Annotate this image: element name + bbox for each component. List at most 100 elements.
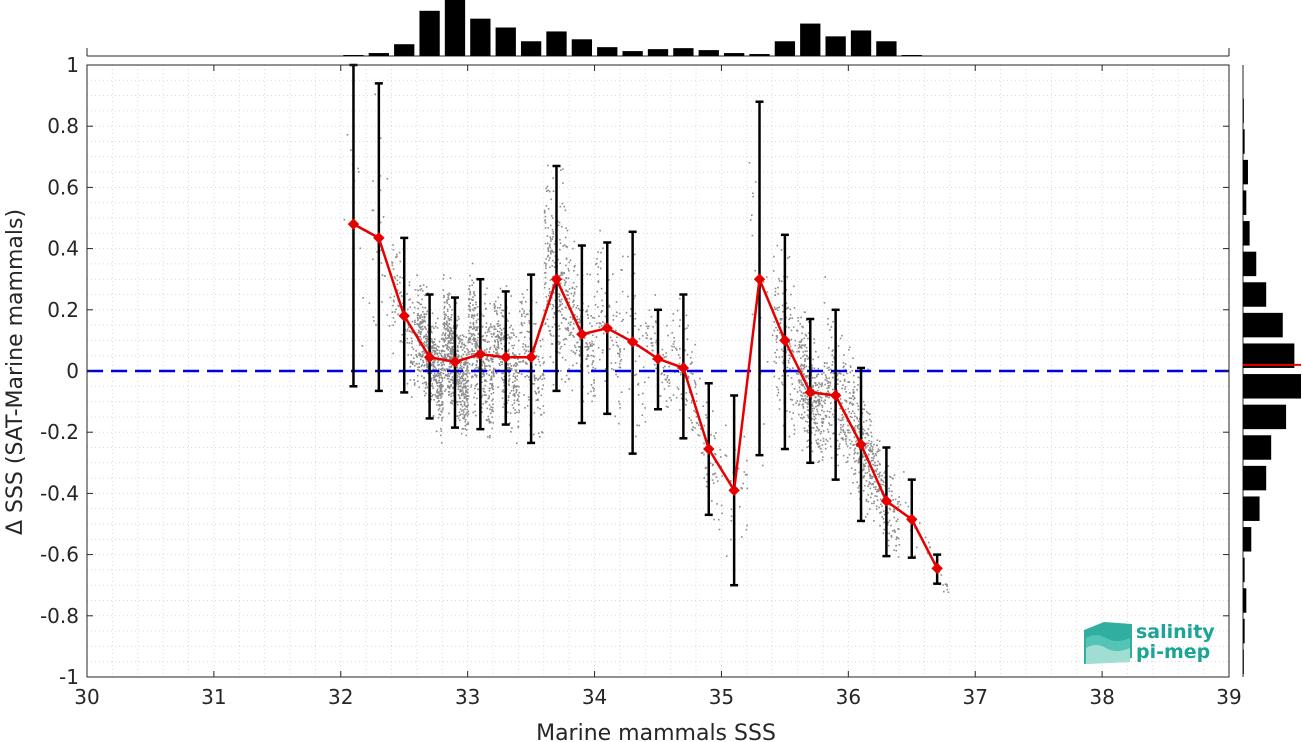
scatter-point — [643, 381, 646, 384]
scatter-point — [521, 324, 524, 327]
scatter-point — [652, 326, 654, 328]
scatter-point — [460, 345, 463, 348]
scatter-point — [855, 425, 857, 427]
scatter-point — [773, 329, 776, 332]
scatter-point — [686, 353, 689, 356]
scatter-point — [416, 274, 418, 276]
scatter-point — [446, 377, 449, 380]
scatter-point — [466, 408, 468, 411]
scatter-point — [878, 488, 880, 490]
scatter-point — [754, 181, 757, 183]
scatter-point — [861, 431, 864, 434]
scatter-point — [572, 281, 575, 284]
scatter-point — [633, 272, 636, 275]
scatter-point — [475, 340, 477, 343]
scatter-point — [782, 424, 785, 427]
scatter-point — [464, 363, 467, 366]
scatter-point — [513, 354, 515, 356]
scatter-point — [481, 373, 484, 375]
scatter-point — [862, 475, 865, 478]
scatter-point — [461, 405, 464, 408]
scatter-point — [466, 429, 468, 431]
scatter-point — [816, 443, 819, 446]
scatter-point — [434, 366, 436, 368]
scatter-point — [880, 511, 882, 513]
scatter-point — [578, 318, 580, 320]
scatter-point — [873, 455, 875, 457]
scatter-point — [797, 347, 800, 349]
scatter-point — [411, 331, 414, 334]
scatter-point — [824, 362, 826, 364]
scatter-point — [814, 417, 817, 420]
scatter-point — [853, 386, 856, 388]
scatter-point — [888, 507, 891, 510]
scatter-point — [893, 508, 895, 511]
scatter-point — [858, 431, 860, 433]
scatter-point — [874, 461, 876, 464]
scatter-point — [564, 381, 567, 383]
scatter-point — [573, 344, 576, 347]
scatter-point — [614, 415, 616, 418]
scatter-point — [848, 453, 851, 456]
scatter-point — [551, 326, 554, 328]
scatter-point — [868, 470, 870, 473]
scatter-point — [692, 373, 694, 375]
mean-marker — [449, 356, 461, 368]
scatter-point — [746, 524, 748, 527]
scatter-point — [537, 406, 539, 409]
scatter-point — [832, 320, 834, 323]
scatter-point — [472, 321, 475, 324]
scatter-point — [697, 434, 699, 436]
scatter-point — [574, 352, 576, 355]
scatter-point — [440, 381, 442, 384]
scatter-point — [488, 360, 490, 362]
scatter-point — [667, 334, 669, 337]
scatter-point — [389, 296, 392, 299]
right-hist-bar — [1243, 312, 1283, 338]
scatter-point — [589, 273, 591, 276]
scatter-point — [850, 492, 852, 495]
scatter-point — [712, 482, 715, 484]
scatter-point — [457, 315, 460, 318]
scatter-point — [408, 326, 410, 329]
scatter-point — [880, 483, 882, 486]
scatter-point — [586, 309, 588, 312]
scatter-point — [459, 334, 462, 337]
scatter-point — [515, 362, 517, 364]
scatter-point — [882, 481, 885, 483]
scatter-point — [533, 433, 535, 436]
scatter-point — [801, 449, 804, 452]
scatter-point — [467, 351, 469, 353]
scatter-point — [495, 310, 498, 312]
scatter-point — [406, 337, 409, 340]
scatter-point — [512, 364, 515, 367]
scatter-point — [798, 386, 801, 389]
scatter-point — [788, 354, 790, 356]
scatter-point — [478, 345, 480, 348]
scatter-point — [811, 377, 814, 379]
scatter-point — [850, 412, 853, 415]
scatter-point — [787, 306, 789, 309]
scatter-point — [826, 380, 828, 382]
scatter-point — [608, 348, 611, 350]
scatter-point — [541, 374, 544, 376]
scatter-point — [447, 385, 450, 388]
scatter-point — [450, 357, 453, 360]
scatter-point — [534, 390, 536, 393]
scatter-point — [410, 342, 413, 345]
scatter-point — [464, 428, 466, 430]
scatter-point — [474, 307, 477, 309]
top-hist-bar — [723, 53, 745, 56]
scatter-point — [480, 358, 483, 361]
scatter-point — [481, 361, 483, 363]
scatter-point — [362, 297, 364, 299]
scatter-point — [396, 255, 398, 258]
scatter-point — [476, 374, 478, 377]
scatter-point — [437, 317, 439, 320]
scatter-point — [472, 375, 474, 378]
scatter-point — [561, 274, 563, 276]
scatter-point — [489, 408, 491, 411]
scatter-point — [691, 399, 693, 402]
scatter-point — [440, 397, 442, 399]
scatter-point — [500, 331, 503, 334]
